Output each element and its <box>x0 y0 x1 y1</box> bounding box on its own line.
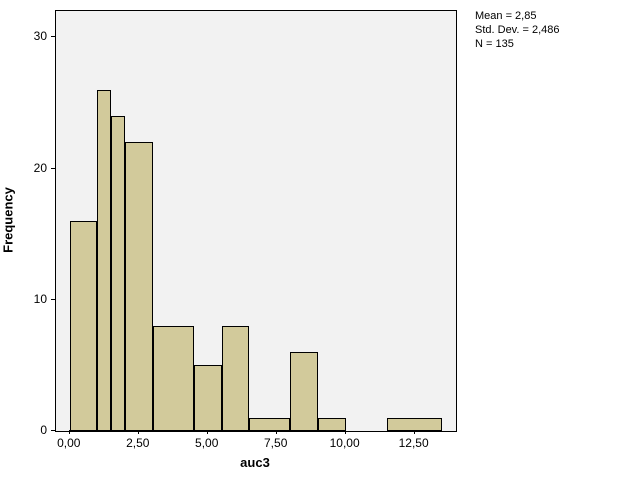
stats-std: Std. Dev. = 2,486 <box>475 24 560 38</box>
x-tick-mark <box>345 430 346 434</box>
y-tick-label: 10 <box>34 292 47 306</box>
plot-area <box>55 10 457 432</box>
y-tick-label: 0 <box>40 423 47 437</box>
y-tick-label: 20 <box>34 161 47 175</box>
histogram-bar <box>153 326 194 431</box>
x-tick-mark <box>414 430 415 434</box>
histogram-bar <box>125 142 153 431</box>
x-tick-label: 5,00 <box>195 436 218 450</box>
histogram-bar <box>70 221 98 431</box>
x-tick-label: 7,50 <box>264 436 287 450</box>
x-tick-label: 10,00 <box>330 436 360 450</box>
x-tick-mark <box>138 430 139 434</box>
y-axis-label: Frequency <box>1 187 16 253</box>
y-tick-mark <box>51 36 55 37</box>
histogram-bar <box>97 90 111 431</box>
x-tick-mark <box>69 430 70 434</box>
y-tick-mark <box>51 168 55 169</box>
histogram-bar <box>222 326 250 431</box>
stats-box: Mean = 2,85 Std. Dev. = 2,486 N = 135 <box>475 10 560 51</box>
histogram-bar <box>111 116 125 431</box>
x-tick-label: 12,50 <box>399 436 429 450</box>
x-tick-label: 2,50 <box>126 436 149 450</box>
stats-mean: Mean = 2,85 <box>475 10 560 24</box>
x-axis-label: auc3 <box>240 455 270 470</box>
stats-n: N = 135 <box>475 38 560 52</box>
x-tick-label: 0,00 <box>57 436 80 450</box>
x-tick-mark <box>276 430 277 434</box>
y-tick-label: 30 <box>34 29 47 43</box>
chart-container: 0 10 20 30 0,00 2,50 5,00 7,50 10,00 12,50 Frequ… <box>0 0 629 504</box>
histogram-bar <box>194 365 222 431</box>
x-tick-mark <box>207 430 208 434</box>
histogram-bar <box>290 352 318 431</box>
y-tick-mark <box>51 299 55 300</box>
